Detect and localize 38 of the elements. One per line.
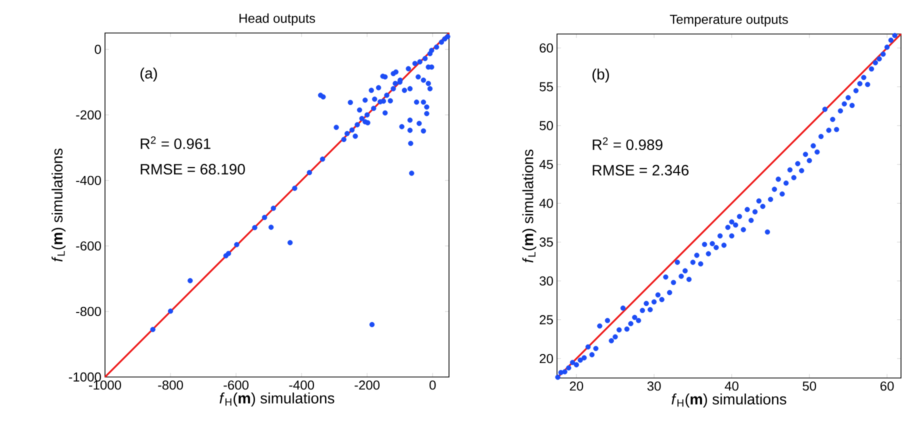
chart-title: Temperature outputs (670, 14, 788, 26)
annotation: RMSE = 2.346 (592, 164, 689, 176)
y-axis-title: f$_{L}$(m) simulations (522, 150, 536, 262)
x-tick-label: -800 (158, 380, 183, 390)
x-axis-title: f$_{H}$(m) simulations (220, 392, 334, 406)
x-tick-label: 60 (880, 382, 894, 391)
x-tick-label: -600 (224, 380, 249, 390)
y-tick-label: 50 (540, 121, 553, 130)
y-tick-label: 35 (540, 238, 553, 247)
annotation: RMSE = 68.190 (140, 164, 245, 174)
x-tick-label: 20 (570, 382, 584, 391)
x-axis-title: f$_{H}$(m) simulations (672, 394, 786, 408)
y-tick-label: -1000 (68, 372, 101, 382)
y-tick-label: -400 (76, 176, 101, 186)
y-tick-label: 40 (539, 198, 553, 208)
annotation: R$^{2}$ = 0.961 (140, 136, 210, 150)
y-tick-label: 30 (540, 276, 553, 286)
x-tick-label: -200 (354, 380, 380, 390)
y-tick-label: -600 (76, 241, 101, 251)
y-tick-label: -200 (76, 110, 101, 120)
x-tick-label: 30 (647, 382, 661, 391)
x-tick-label: 40 (724, 382, 738, 391)
y-tick-label: 20 (540, 354, 553, 364)
annotation: R$^{2}$ = 0.989 (592, 137, 662, 150)
x-tick-label: -400 (289, 380, 314, 390)
y-tick-label: 55 (540, 82, 553, 92)
annotation: (a) (140, 68, 157, 82)
y-tick-label: 25 (540, 315, 553, 324)
y-tick-label: -800 (76, 306, 101, 316)
annotation: (b) (592, 68, 609, 83)
x-tick-label: 0 (430, 380, 436, 390)
y-tick-label: 0 (94, 44, 101, 54)
x-tick-label: 50 (802, 382, 816, 391)
chart-title: Head outputs (240, 13, 316, 26)
y-tick-label: 60 (540, 43, 553, 53)
y-axis-title: f$_{L}$(m) simulations (52, 148, 66, 262)
x-tick-label: -1000 (89, 380, 122, 390)
y-tick-label: 45 (539, 160, 553, 169)
